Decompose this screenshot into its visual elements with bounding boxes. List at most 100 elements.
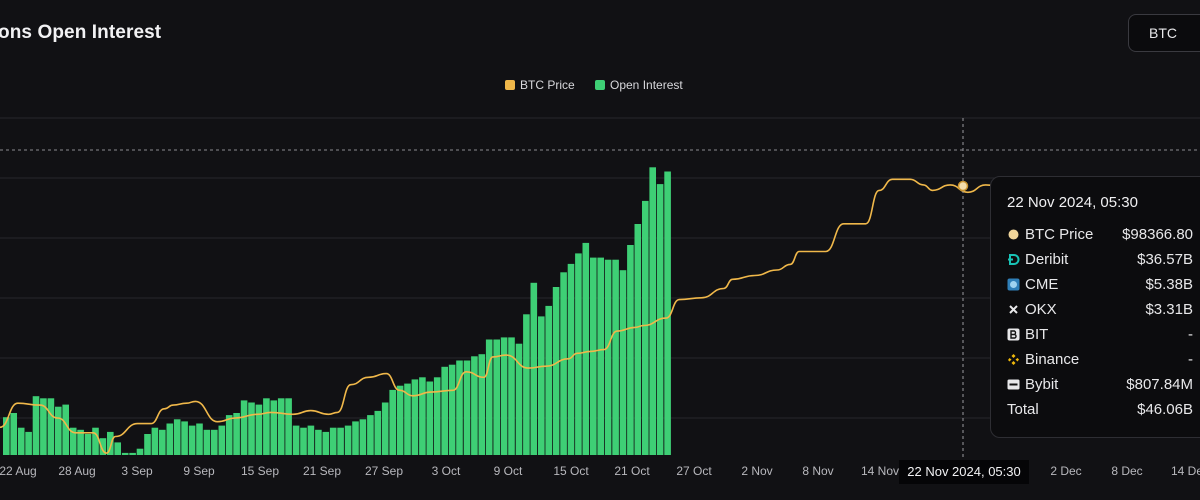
tooltip-row-bit: BIT - [1007, 326, 1200, 351]
x-tick-label: 27 Oct [676, 464, 712, 478]
open-interest-bar [159, 429, 166, 455]
open-interest-bar [55, 406, 62, 455]
open-interest-bar [84, 434, 92, 455]
open-interest-bar [411, 379, 419, 455]
open-interest-bar [604, 259, 612, 455]
tooltip-row-btc-price: BTC Price $98366.80 [1007, 226, 1200, 251]
open-interest-bar [3, 417, 10, 455]
open-interest-bar [448, 364, 456, 455]
open-interest-bar [121, 452, 129, 455]
btc-price-swatch-icon [505, 80, 515, 90]
open-interest-bar [255, 404, 263, 455]
x-tick-label: 14 Dec [1171, 464, 1200, 478]
tooltip-value: $36.57B [1137, 251, 1193, 268]
x-tick-label: 21 Sep [303, 464, 341, 478]
x-axis-ticks: 22 Aug 28 Aug 3 Sep 9 Sep 15 Sep 21 Sep 27 Sep… [0, 464, 1200, 478]
open-interest-bar [344, 425, 352, 455]
tooltip-label: OKX [1025, 301, 1057, 318]
x-tick-label: 15 Oct [553, 464, 589, 478]
crosshair [0, 118, 1200, 460]
tooltip-row-total: Total $46.06B [1007, 401, 1200, 426]
x-tick-label: 21 Oct [614, 464, 650, 478]
open-interest-bar [277, 398, 285, 455]
open-interest-bar [374, 410, 382, 455]
open-interest-bar [99, 438, 107, 455]
open-interest-bar [567, 263, 575, 455]
open-interest-bar [493, 339, 500, 455]
tooltip-value: $3.31B [1145, 301, 1193, 318]
open-interest-bar [47, 398, 55, 455]
data-tooltip: 22 Nov 2024, 05:30 BTC Price $98366.80 D… [990, 176, 1200, 438]
tooltip-label: CME [1025, 276, 1059, 293]
x-tick-label: 27 Sep [365, 464, 403, 478]
open-interest-bar [381, 402, 389, 455]
open-interest-bar [144, 434, 151, 455]
open-interest-bar [17, 427, 25, 455]
open-interest-bar [597, 257, 604, 455]
crosshair-date-label: 22 Nov 2024, 05:30 [899, 460, 1029, 484]
x-tick-label: 2 Dec [1050, 464, 1081, 478]
open-interest-bar [188, 425, 196, 455]
open-interest-bar [634, 224, 642, 455]
open-interest-bar [530, 282, 538, 455]
open-interest-bar [590, 257, 597, 455]
open-interest-bar [560, 272, 567, 455]
open-interest-bar [649, 167, 656, 456]
tooltip-total-label: Total [1007, 401, 1039, 418]
chart-legend: BTC Price Open Interest [0, 78, 1200, 94]
open-interest-bar [500, 337, 508, 455]
x-tick-label: 2 Nov [741, 464, 772, 478]
deribit-icon [1008, 254, 1020, 265]
x-tick-label: 9 Oct [494, 464, 523, 478]
tooltip-row-binance: Binance - [1007, 351, 1200, 376]
open-interest-bar [218, 425, 226, 455]
tooltip-label: BTC Price [1025, 226, 1094, 243]
open-interest-bar [619, 270, 627, 455]
open-interest-bar [233, 413, 240, 455]
binance-icon [1008, 354, 1019, 365]
bybit-icon [1007, 379, 1020, 390]
open-interest-bar [129, 452, 136, 455]
asset-select-button[interactable]: BTC [1128, 14, 1200, 52]
open-interest-bar [508, 337, 515, 455]
open-interest-bar [545, 305, 552, 455]
x-tick-label: 22 Aug [0, 464, 37, 478]
open-interest-bar [203, 429, 211, 455]
tooltip-label: Deribit [1025, 251, 1069, 268]
open-interest-bar [136, 448, 144, 455]
legend-item-open-interest[interactable]: Open Interest [595, 78, 683, 92]
tooltip-label: Binance [1025, 351, 1080, 368]
open-interest-bar [337, 427, 344, 455]
hover-point [957, 180, 969, 192]
x-tick-label: 3 Oct [432, 464, 461, 478]
open-interest-bar [166, 423, 174, 455]
open-interest-bar [575, 253, 582, 455]
open-interest-bar [25, 431, 32, 455]
open-interest-bar [352, 421, 359, 455]
open-interest-bar [396, 385, 404, 455]
open-interest-bar [32, 396, 40, 455]
tooltip-row-deribit: Deribit $36.57B [1007, 251, 1200, 276]
open-interest-bar [322, 431, 330, 455]
legend-label: BTC Price [520, 78, 575, 92]
open-interest-bar [478, 354, 486, 455]
open-interest-bar [523, 314, 530, 455]
tooltip-row-okx: OKX $3.31B [1007, 301, 1200, 326]
open-interest-bar [62, 404, 69, 455]
open-interest-bar [10, 413, 17, 455]
open-interest-bar [456, 360, 463, 455]
open-interest-bar [426, 381, 434, 455]
open-interest-bar [40, 398, 47, 455]
x-tick-label: 3 Sep [121, 464, 153, 478]
open-interest-bar [419, 377, 426, 455]
tooltip-value: $98366.80 [1122, 226, 1193, 243]
open-interest-bar [263, 398, 270, 455]
legend-item-btc-price[interactable]: BTC Price [505, 78, 575, 92]
tooltip-value: - [1188, 351, 1193, 368]
bit-icon [1007, 328, 1020, 341]
tooltip-value: $5.38B [1145, 276, 1193, 293]
open-interest-bar [181, 421, 188, 455]
open-interest-bar [315, 429, 322, 455]
legend-label: Open Interest [610, 78, 683, 92]
